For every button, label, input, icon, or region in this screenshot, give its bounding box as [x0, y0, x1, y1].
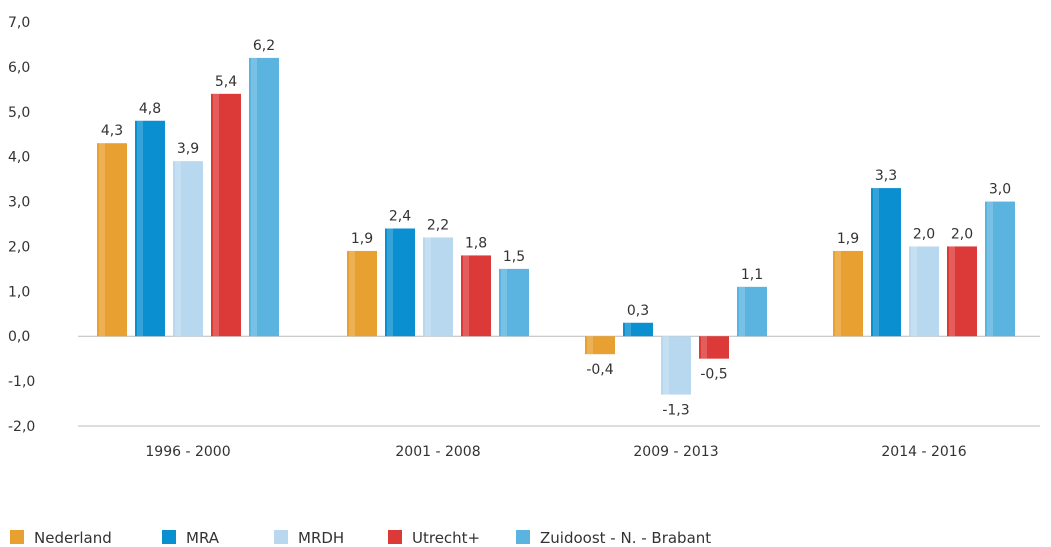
bar-highlight — [251, 57, 257, 337]
x-category-label: 1996 - 2000 — [145, 444, 230, 460]
data-label: -1,3 — [662, 403, 689, 419]
y-tick-label: -2,0 — [8, 419, 35, 435]
bar-nederland-2 — [585, 336, 615, 355]
bar-highlight — [739, 286, 745, 337]
bar-highlight — [587, 336, 593, 355]
y-tick-label: 3,0 — [8, 195, 30, 211]
legend-swatch — [516, 530, 530, 544]
bar-mra-3 — [871, 188, 901, 337]
bar-highlight — [501, 268, 507, 337]
bar-mrdh-0 — [173, 161, 203, 337]
y-tick-label: 5,0 — [8, 105, 30, 121]
x-category-label: 2014 - 2016 — [881, 444, 966, 460]
legend-swatch — [10, 530, 24, 544]
bar-zuidoost-n-brabant-2 — [737, 286, 767, 337]
legend-label: Zuidoost - N. - Brabant — [540, 529, 711, 547]
data-label: 3,9 — [177, 141, 199, 157]
bar-mrdh-1 — [423, 237, 453, 337]
bar-highlight — [425, 237, 431, 337]
y-tick-label: -1,0 — [8, 374, 35, 390]
data-label: 2,2 — [427, 217, 449, 233]
bar-zuidoost-n-brabant-1 — [499, 268, 529, 337]
bar-utrecht--1 — [461, 255, 491, 337]
bar-highlight — [873, 188, 879, 337]
bar-zuidoost-n-brabant-3 — [985, 201, 1015, 337]
bar-nederland-3 — [833, 250, 863, 337]
data-label: 5,4 — [215, 74, 237, 90]
y-tick-label: 1,0 — [8, 284, 30, 300]
bar-highlight — [911, 246, 917, 337]
bar-highlight — [99, 143, 105, 337]
bar-mrdh-3 — [909, 246, 939, 337]
data-label: 2,0 — [913, 226, 935, 242]
y-tick-label: 6,0 — [8, 60, 30, 76]
bar-highlight — [701, 336, 707, 359]
data-label: 6,2 — [253, 38, 275, 54]
data-label: -0,4 — [586, 362, 613, 378]
legend-swatch — [388, 530, 402, 544]
y-tick-label: 7,0 — [8, 15, 30, 31]
bar-nederland-0 — [97, 143, 127, 337]
bar-highlight — [175, 161, 181, 337]
data-label: 0,3 — [627, 303, 649, 319]
data-label: 4,8 — [139, 101, 161, 117]
bar-highlight — [835, 250, 841, 337]
bar-highlight — [387, 228, 393, 337]
bar-mrdh-2 — [661, 336, 691, 395]
bar-highlight — [463, 255, 469, 337]
bar-highlight — [349, 250, 355, 337]
x-category-label: 2009 - 2013 — [633, 444, 718, 460]
data-label: 1,9 — [351, 231, 373, 247]
y-tick-label: 0,0 — [8, 329, 30, 345]
data-label: 1,1 — [741, 267, 763, 283]
data-label: 1,8 — [465, 235, 487, 251]
bar-utrecht--2 — [699, 336, 729, 359]
bar-highlight — [137, 120, 143, 337]
legend-swatch — [162, 530, 176, 544]
data-label: -0,5 — [700, 367, 727, 383]
bar-zuidoost-n-brabant-0 — [249, 57, 279, 337]
bar-highlight — [625, 322, 631, 337]
legend-label: Nederland — [34, 529, 112, 547]
legend-swatch — [274, 530, 288, 544]
data-label: 3,3 — [875, 168, 897, 184]
bar-utrecht--3 — [947, 246, 977, 337]
bar-highlight — [663, 336, 669, 395]
legend-label: Utrecht+ — [412, 529, 480, 547]
legend-label: MRA — [186, 529, 220, 547]
legend-label: MRDH — [298, 529, 344, 547]
bar-utrecht--0 — [211, 93, 241, 337]
data-label: 4,3 — [101, 123, 123, 139]
data-label: 2,4 — [389, 208, 411, 224]
y-tick-label: 4,0 — [8, 150, 30, 166]
bar-highlight — [987, 201, 993, 337]
data-label: 3,0 — [989, 182, 1011, 198]
bar-mra-2 — [623, 322, 653, 337]
y-tick-label: 2,0 — [8, 239, 30, 255]
data-label: 1,5 — [503, 249, 525, 265]
x-category-label: 2001 - 2008 — [395, 444, 480, 460]
bar-mra-1 — [385, 228, 415, 337]
data-label: 1,9 — [837, 231, 859, 247]
bar-highlight — [949, 246, 955, 337]
data-label: 2,0 — [951, 226, 973, 242]
bar-mra-0 — [135, 120, 165, 337]
bar-nederland-1 — [347, 250, 377, 337]
bar-highlight — [213, 93, 219, 337]
